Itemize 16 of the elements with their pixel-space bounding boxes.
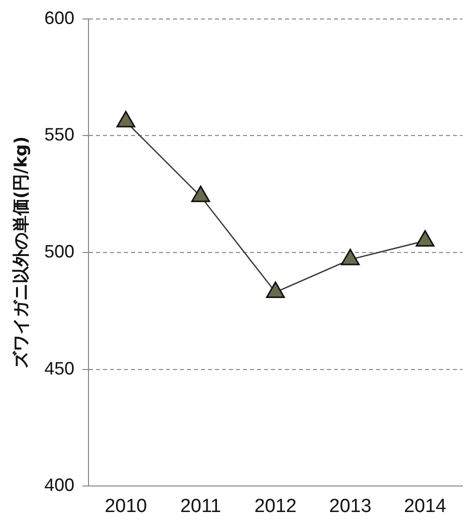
point	[266, 281, 285, 298]
y-tick-label: 400	[44, 475, 74, 496]
y-tick-label: 500	[44, 241, 74, 262]
y-axis-title: ズワイガニ以外の単価(円/kg)	[12, 136, 32, 369]
y-tick-label: 550	[44, 124, 74, 145]
y-tick-label: 600	[44, 8, 74, 28]
x-tick-label: 2012	[254, 496, 297, 517]
point	[340, 248, 360, 266]
y-tick-label: 450	[44, 358, 74, 378]
point	[416, 230, 435, 247]
point	[191, 186, 210, 202]
point	[116, 110, 136, 128]
x-tick-label: 2011	[180, 496, 222, 517]
x-tick-label: 2014	[404, 496, 447, 517]
x-tick-label: 2010	[104, 496, 147, 517]
x-tick-label: 2013	[329, 496, 372, 517]
